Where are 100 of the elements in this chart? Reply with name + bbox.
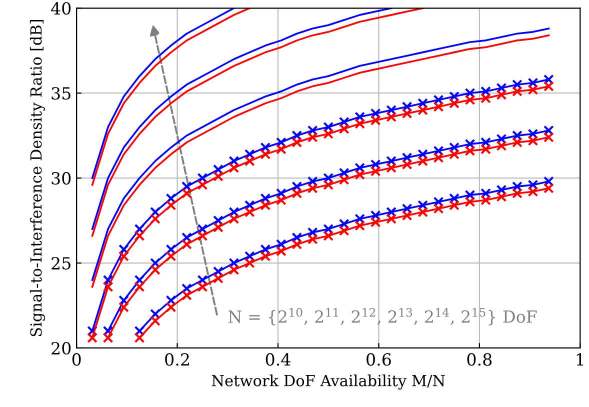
point <box>212 215 224 226</box>
point <box>386 162 397 174</box>
y-tick-label: 25 <box>52 256 70 270</box>
y-tick-label: 35 <box>52 87 70 100</box>
y-tick-label: 40 <box>51 2 71 15</box>
point <box>433 203 444 214</box>
point <box>418 206 428 218</box>
point <box>228 264 240 276</box>
point <box>102 274 114 286</box>
point <box>228 162 240 174</box>
point <box>150 258 160 268</box>
point <box>354 214 366 224</box>
x-tick-label: 0.2 <box>165 353 189 366</box>
point <box>402 203 412 214</box>
point <box>307 183 318 194</box>
point <box>260 251 271 262</box>
point <box>307 125 318 136</box>
point <box>449 193 460 204</box>
point <box>496 134 507 144</box>
point <box>276 188 286 199</box>
point <box>433 146 444 156</box>
point <box>228 156 240 166</box>
point <box>150 264 160 276</box>
point <box>276 144 286 154</box>
point <box>528 78 538 88</box>
point <box>543 81 554 92</box>
point <box>244 206 255 218</box>
point <box>402 210 412 221</box>
point <box>260 244 271 255</box>
point <box>496 140 507 151</box>
point <box>386 112 397 122</box>
point <box>480 86 491 97</box>
point <box>543 132 554 142</box>
point <box>480 188 491 199</box>
point <box>166 200 176 210</box>
point <box>338 168 350 178</box>
point <box>338 218 350 230</box>
x-tick-label: 1 <box>576 353 584 366</box>
point <box>244 200 255 210</box>
point <box>480 194 491 206</box>
point <box>197 282 208 292</box>
point <box>244 251 255 262</box>
point <box>480 92 491 104</box>
y-tick-label: 30 <box>52 172 71 185</box>
point <box>433 152 444 163</box>
point <box>166 193 176 204</box>
point <box>182 188 192 199</box>
x-tick-label: 0 <box>72 353 81 366</box>
point <box>307 227 318 238</box>
point <box>449 142 460 153</box>
point <box>292 239 302 250</box>
point <box>512 79 522 90</box>
point <box>402 101 412 112</box>
point <box>433 101 444 112</box>
text: N = {2$^{10}$, 2$^{11}$, 2$^{12}$, 2$^{13}$, 2$^{14}$, 2$^{15}$} DoF <box>228 308 537 326</box>
y-tick-label: 20 <box>52 342 71 355</box>
point <box>292 188 302 199</box>
point <box>464 138 476 150</box>
point <box>543 183 554 194</box>
y-axis-title: Signal-to-Interference Density Ratio [dB] <box>30 20 45 336</box>
point <box>307 132 318 142</box>
point <box>464 88 476 98</box>
point <box>134 230 145 242</box>
point <box>87 332 98 343</box>
point <box>307 176 318 187</box>
point <box>134 332 145 343</box>
point <box>292 232 302 243</box>
point <box>464 190 476 200</box>
point <box>512 137 522 148</box>
point <box>449 91 460 102</box>
point <box>543 74 554 85</box>
point <box>197 180 208 190</box>
point <box>260 193 271 204</box>
point <box>418 200 428 210</box>
point <box>307 234 318 244</box>
point <box>528 186 538 197</box>
point <box>449 200 460 210</box>
point <box>402 159 412 170</box>
point <box>228 214 240 224</box>
point <box>464 146 476 156</box>
point <box>323 128 334 140</box>
point <box>370 210 381 221</box>
point <box>197 274 208 286</box>
point <box>323 172 334 184</box>
point <box>480 137 491 148</box>
point <box>386 206 397 218</box>
point <box>370 159 381 170</box>
point <box>166 244 176 255</box>
point <box>260 149 271 160</box>
point <box>166 302 176 312</box>
point <box>87 326 98 336</box>
point <box>134 274 145 286</box>
point <box>528 135 538 146</box>
point <box>102 282 114 292</box>
point <box>449 149 460 160</box>
point <box>418 156 428 166</box>
point <box>418 149 428 160</box>
point <box>496 90 507 100</box>
point <box>402 108 412 119</box>
point <box>197 172 208 184</box>
